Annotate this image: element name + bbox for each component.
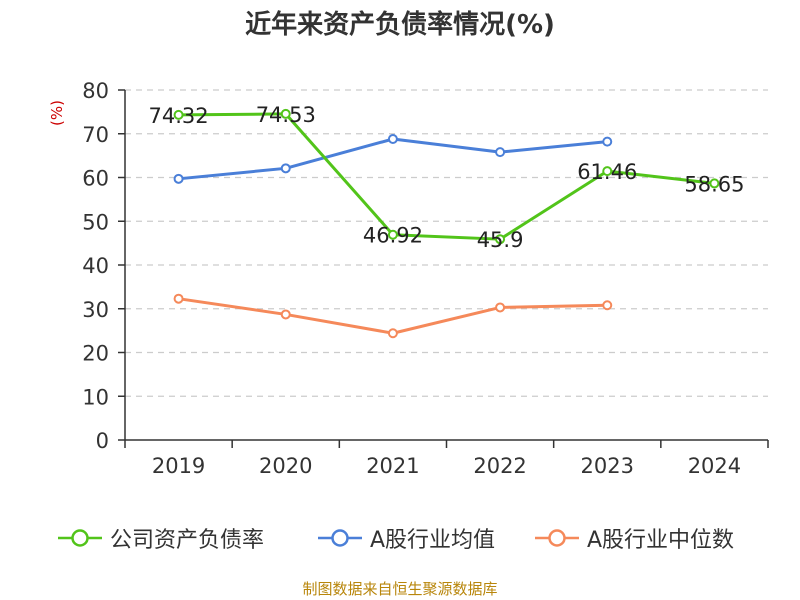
data-point	[602, 166, 613, 177]
data-point	[495, 147, 506, 158]
legend-marker-icon	[58, 529, 102, 547]
data-point	[173, 293, 184, 304]
data-label: 74.53	[256, 103, 316, 127]
y-tick-label: 40	[82, 254, 109, 278]
series-line-2	[178, 297, 608, 335]
x-tick-label: 2023	[581, 454, 634, 478]
data-source-note: 制图数据来自恒生聚源数据库	[302, 580, 498, 598]
x-tick-label: 2020	[259, 454, 312, 478]
chart-title: 近年来资产负债率情况(%)	[245, 10, 555, 40]
series-line-1	[178, 137, 608, 181]
data-point	[709, 178, 720, 189]
data-point	[495, 302, 506, 313]
x-tick-label: 2024	[688, 454, 741, 478]
y-tick-label: 60	[82, 167, 109, 191]
x-tick-label: 2022	[473, 454, 526, 478]
legend-marker-icon	[318, 529, 362, 547]
data-label: 58.65	[684, 172, 744, 196]
data-point	[602, 300, 613, 311]
data-point	[602, 136, 613, 147]
data-point	[495, 234, 506, 245]
data-point	[173, 173, 184, 184]
data-point	[387, 328, 398, 339]
y-tick-label: 0	[96, 429, 109, 453]
legend-label: A股行业均值	[370, 528, 496, 553]
legend: 公司资产负债率 A股行业均值 A股行业中位数	[0, 518, 800, 558]
y-tick-label: 70	[82, 123, 109, 147]
data-label: 61.46	[577, 160, 637, 184]
series-line-0	[178, 112, 715, 241]
y-tick-label: 30	[82, 298, 109, 322]
legend-label: 公司资产负债率	[110, 528, 265, 553]
y-tick-label: 50	[82, 210, 109, 234]
data-label: 46.92	[363, 224, 423, 248]
y-tick-label: 10	[82, 385, 109, 409]
x-tick-label: 2021	[366, 454, 419, 478]
data-point	[387, 134, 398, 144]
data-point	[280, 163, 291, 174]
x-tick-label: 2019	[152, 454, 205, 478]
legend-label: A股行业中位数	[587, 528, 735, 553]
legend-item-industry-mean[interactable]: A股行业均值	[318, 518, 495, 558]
data-label: 45.9	[477, 228, 524, 252]
data-label: 74.32	[149, 104, 209, 128]
line-chart: 0 10 20 30 40 50 60 70 80 2019 2020 2021 2022 2023 202…	[82, 79, 769, 478]
legend-item-company[interactable]: 公司资产负债率	[58, 518, 264, 558]
legend-marker-icon	[535, 529, 579, 547]
y-tick-label: 20	[82, 342, 109, 366]
data-point	[280, 309, 291, 320]
legend-item-industry-median[interactable]: A股行业中位数	[535, 518, 734, 558]
data-point	[173, 109, 184, 120]
data-point	[280, 108, 291, 119]
data-point	[387, 229, 398, 240]
y-tick-label: 80	[82, 79, 109, 103]
